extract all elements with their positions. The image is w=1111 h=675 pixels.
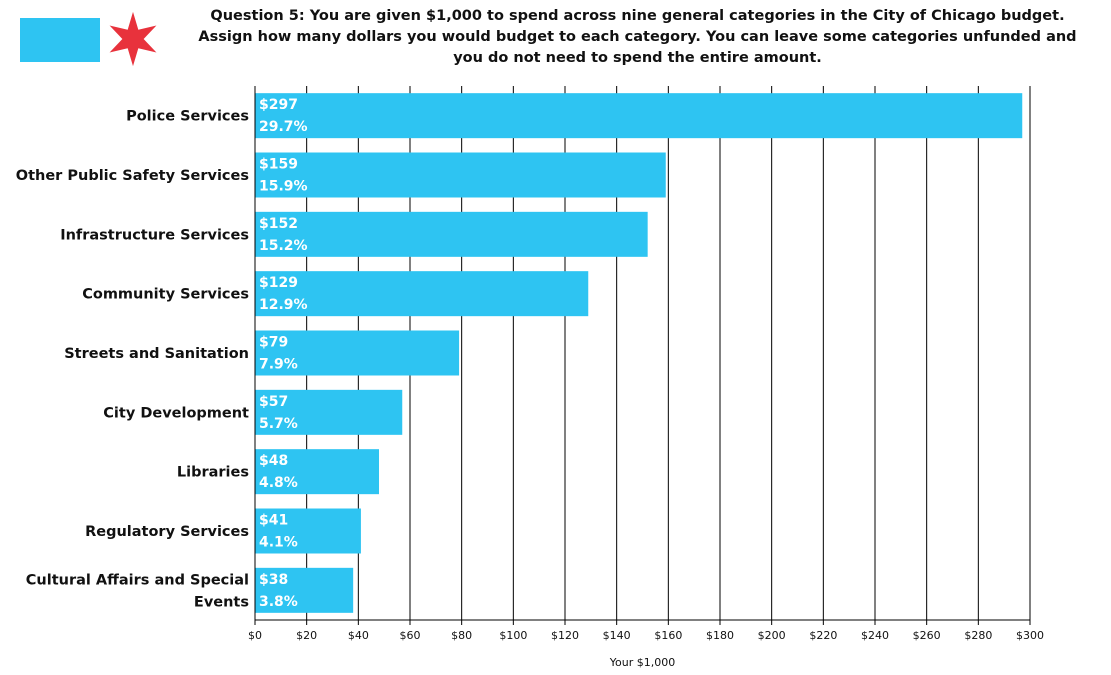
bar [255, 93, 1023, 139]
bar-percent-label: 4.1% [259, 535, 298, 551]
bar-percent-label: 15.2% [259, 238, 308, 254]
category-label: Infrastructure Services [60, 227, 249, 243]
bar-value-label: $48 [259, 453, 288, 469]
x-tick-label: $0 [248, 629, 262, 642]
star-icon [109, 11, 157, 67]
bar-value-label: $79 [259, 335, 288, 351]
bar [255, 152, 666, 198]
x-tick-label: $40 [348, 629, 369, 642]
x-tick-label: $140 [603, 629, 631, 642]
bar [255, 567, 354, 613]
bar [255, 330, 460, 376]
bar-percent-label: 3.8% [259, 594, 298, 610]
chicago-logo [18, 8, 157, 70]
bar-value-label: $152 [259, 216, 298, 232]
x-tick-label: $200 [758, 629, 786, 642]
title-line-2: Assign how many dollars you would budget… [198, 29, 1077, 45]
x-tick-label: $60 [400, 629, 421, 642]
bar-percent-label: 12.9% [259, 297, 308, 313]
x-tick-label: $260 [913, 629, 941, 642]
bar [255, 389, 403, 435]
category-label: City Development [103, 405, 249, 421]
x-tick-label: $80 [451, 629, 472, 642]
bar-value-label: $297 [259, 97, 298, 113]
bar-percent-label: 4.8% [259, 475, 298, 491]
x-tick-label: $180 [706, 629, 734, 642]
title-line-1: Question 5: You are given $1,000 to spen… [210, 8, 1065, 24]
bar [255, 508, 361, 554]
bar-value-label: $57 [259, 394, 288, 410]
bar-percent-label: 29.7% [259, 119, 308, 135]
category-label: Streets and Sanitation [64, 346, 249, 362]
x-tick-label: $220 [809, 629, 837, 642]
category-label: Police Services [126, 109, 249, 125]
x-tick-label: $100 [499, 629, 527, 642]
x-tick-label: $300 [1016, 629, 1044, 642]
x-tick-label: $120 [551, 629, 579, 642]
x-tick-label: $160 [654, 629, 682, 642]
category-label: Cultural Affairs and Special [26, 572, 249, 588]
x-tick-label: $280 [964, 629, 992, 642]
bar-value-label: $129 [259, 275, 298, 291]
x-tick-label: $240 [861, 629, 889, 642]
chart-title: Question 5: You are given $1,000 to spen… [170, 6, 1105, 69]
x-axis-title: Your $1,000 [609, 656, 675, 669]
bar-value-label: $38 [259, 572, 288, 588]
bar-value-label: $41 [259, 513, 288, 529]
category-label: Libraries [177, 465, 249, 481]
category-label: Regulatory Services [85, 524, 249, 540]
title-line-3: you do not need to spend the entire amou… [453, 50, 822, 66]
category-label: Community Services [82, 287, 249, 303]
bar [255, 271, 589, 317]
category-label: Events [194, 594, 249, 610]
x-tick-label: $20 [296, 629, 317, 642]
bar-value-label: $159 [259, 157, 298, 173]
bar-percent-label: 15.9% [259, 179, 308, 195]
category-label: Other Public Safety Services [16, 168, 249, 184]
bar [255, 449, 379, 495]
bar-percent-label: 7.9% [259, 357, 298, 373]
bar-percent-label: 5.7% [259, 416, 298, 432]
flag-icon [20, 18, 100, 62]
bar [255, 211, 648, 257]
